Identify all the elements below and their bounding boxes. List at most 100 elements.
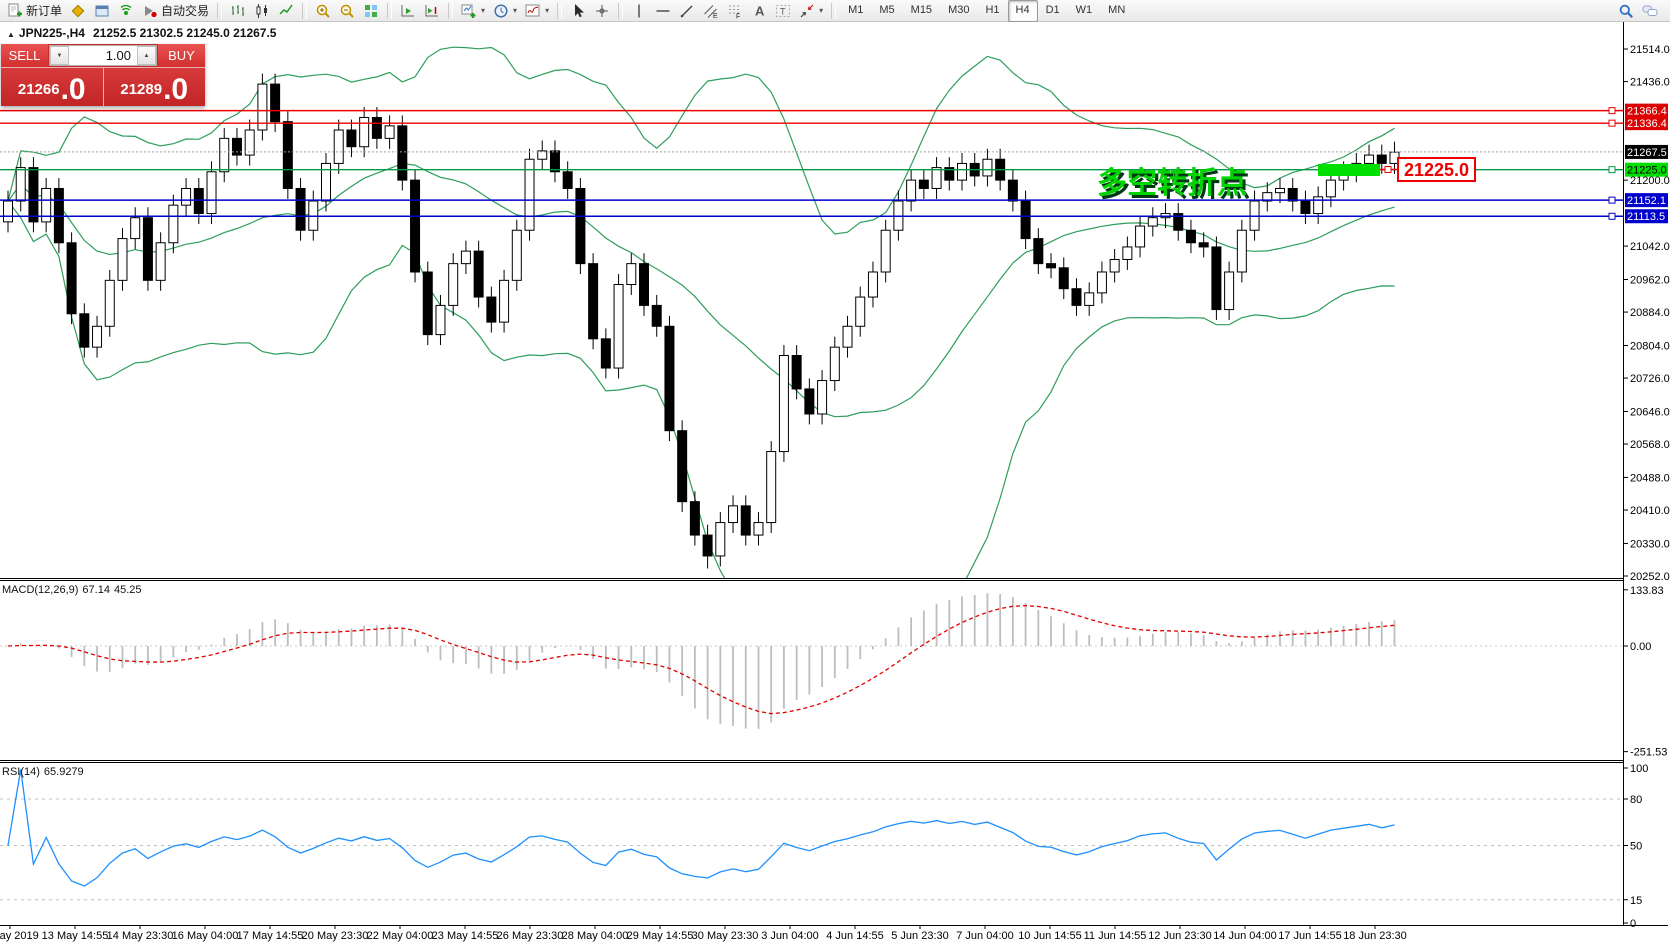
timeframe-d1-button[interactable]: D1 [1045, 3, 1060, 16]
sell-price-main: 21266 [17, 81, 60, 98]
toolbar-autotrade-button[interactable]: 自动交易 [138, 0, 213, 22]
toolbar-trendline-button[interactable] [675, 0, 699, 22]
sell-price[interactable]: 21266 .0 [1, 68, 104, 106]
toolbar-autotrade-label: 自动交易 [161, 4, 210, 18]
line-icon [279, 4, 293, 15]
search-icon [1619, 4, 1633, 18]
svg-text:20962.0: 20962.0 [1630, 275, 1670, 287]
svg-text:80: 80 [1630, 794, 1642, 806]
metaeditor-icon [71, 4, 85, 17]
svg-text:20804.0: 20804.0 [1630, 340, 1670, 352]
svg-text:22 May 04:00: 22 May 04:00 [367, 930, 434, 942]
toolbar-terminal-button[interactable] [90, 0, 114, 22]
volume-decrease-button[interactable]: ▼ [50, 46, 69, 65]
terminal-icon [95, 5, 109, 16]
toolbar-separator [831, 2, 837, 19]
dropdown-arrow-icon[interactable]: ▾ [513, 6, 518, 15]
toolbar-vertical-line-button[interactable] [627, 0, 651, 22]
svg-text:20410.0: 20410.0 [1630, 505, 1670, 517]
macd-signal-line [7, 604, 1395, 715]
price-line-21113.5[interactable] [0, 212, 1623, 220]
toolbar-text-label-button[interactable]: T [771, 0, 795, 22]
toolbar-fibonacci-button[interactable]: F [723, 0, 747, 22]
svg-text:11 Jun 14:55: 11 Jun 14:55 [1084, 930, 1147, 942]
timeframe-h1-button[interactable]: H1 [985, 3, 1000, 16]
new-order-icon [8, 3, 22, 16]
svg-text:17 May 14:55: 17 May 14:55 [237, 930, 304, 942]
svg-text:21514.0: 21514.0 [1630, 44, 1670, 56]
svg-text:21113.5: 21113.5 [1627, 211, 1665, 223]
toolbar-new-order-button[interactable]: 新订单 [3, 0, 66, 22]
toolbar-chat-button[interactable] [1638, 0, 1662, 22]
svg-text:13 May 14:55: 13 May 14:55 [42, 930, 109, 942]
timeframe-m5-button[interactable]: M5 [879, 3, 895, 16]
toolbar-bar-chart-button[interactable] [226, 0, 250, 22]
toolbar-search-button[interactable] [1614, 0, 1638, 22]
toolbar-zoom-out-button[interactable] [335, 0, 359, 22]
toolbar-arrows-button[interactable]: ▾ [795, 0, 827, 22]
dropdown-arrow-icon[interactable]: ▾ [819, 6, 824, 15]
svg-text:3 Jun 04:00: 3 Jun 04:00 [761, 930, 819, 942]
timeframe-m15-button[interactable]: M15 [910, 3, 933, 16]
svg-text:21436.0: 21436.0 [1630, 77, 1670, 89]
toolbar-horizontal-line-button[interactable] [651, 0, 675, 22]
price-axis-ticks: 21514.0 21436.0 21200.0 21042.0 20962.0 20884… [1623, 44, 1670, 930]
toolbar-crosshair-button[interactable] [590, 0, 614, 22]
svg-text:20 May 23:30: 20 May 23:30 [302, 930, 369, 942]
toolbar-tile-windows-button[interactable] [359, 0, 383, 22]
text-icon: A [755, 3, 765, 18]
buy-button[interactable]: BUY [158, 44, 205, 67]
dropdown-arrow-icon[interactable]: ▾ [545, 6, 550, 15]
svg-text:21225.0: 21225.0 [1404, 160, 1469, 180]
svg-text:14 May 23:30: 14 May 23:30 [107, 930, 174, 942]
svg-text:15: 15 [1630, 895, 1642, 907]
svg-text:20488.0: 20488.0 [1630, 472, 1670, 484]
timeframe-m1-button[interactable]: M1 [848, 3, 864, 16]
svg-text:4 Jun 14:55: 4 Jun 14:55 [826, 930, 884, 942]
buy-price-main: 21289 [120, 81, 163, 98]
toolbar-period-selector-button[interactable]: ▾ [489, 0, 521, 22]
sell-button[interactable]: SELL [1, 44, 48, 67]
toolbar-equidistant-channel-button[interactable]: E [699, 0, 723, 22]
volume-value[interactable]: 1.00 [105, 48, 131, 63]
toolbar-chart-shift-button[interactable] [420, 0, 444, 22]
autotrade-icon [145, 5, 158, 18]
toolbar-new-chart-button[interactable]: ▾ [457, 0, 489, 22]
price-line-21152.1[interactable] [0, 196, 1623, 204]
timeframe-w1-button[interactable]: W1 [1075, 3, 1093, 16]
arrows-icon [800, 4, 814, 17]
timeframe-h4-button[interactable]: H4 [1007, 0, 1038, 22]
toolbar-candlestick-chart-button[interactable] [250, 0, 274, 22]
toolbar-separator [387, 2, 393, 19]
svg-text:50: 50 [1630, 841, 1642, 853]
toolbar-metaeditor-button[interactable] [66, 0, 90, 22]
toolbar-auto-scroll-button[interactable] [396, 0, 420, 22]
timeframe-mn-button[interactable]: MN [1108, 3, 1126, 16]
toolbar-cursor-button[interactable] [566, 0, 590, 22]
toolbar-indicators-list-button[interactable]: ▾ [521, 0, 553, 22]
price-line-21366.4[interactable] [0, 107, 1623, 115]
svg-text:21042.0: 21042.0 [1630, 241, 1670, 253]
svg-text:7 Jun 04:00: 7 Jun 04:00 [956, 930, 1014, 942]
toolbar-zoom-in-button[interactable] [311, 0, 335, 22]
timeframe-m30-button[interactable]: M30 [948, 3, 970, 16]
price-callout[interactable]: 21225.0 [1380, 157, 1476, 182]
toolbar-text-button[interactable]: A [747, 0, 771, 22]
highlight-zone-rect[interactable] [1318, 164, 1380, 176]
svg-text:多空转折点: 多空转折点 [1097, 167, 1247, 200]
svg-text:0: 0 [1630, 918, 1636, 930]
toolbar-separator [618, 2, 624, 19]
dropdown-arrow-icon[interactable]: ▾ [481, 6, 486, 15]
svg-text:F: F [736, 13, 740, 19]
price-line-21336.4[interactable] [0, 119, 1623, 127]
svg-text:20330.0: 20330.0 [1630, 538, 1670, 550]
toolbar-signals-button[interactable] [114, 0, 138, 22]
svg-text:133.83: 133.83 [1630, 585, 1664, 597]
cursor-icon [575, 3, 585, 17]
toolbar-line-chart-button[interactable] [274, 0, 298, 22]
buy-price[interactable]: 21289 .0 [103, 68, 205, 106]
volume-increase-button[interactable]: ▲ [137, 46, 156, 65]
